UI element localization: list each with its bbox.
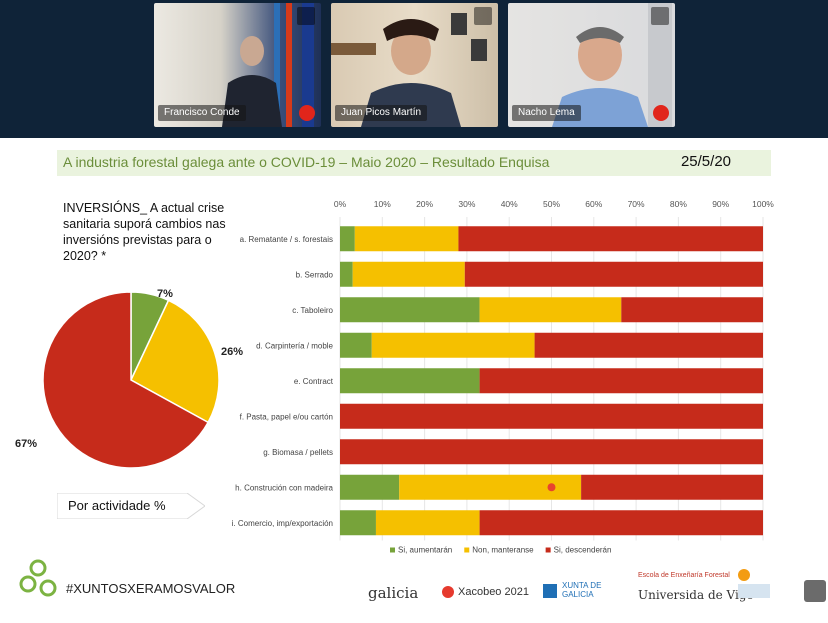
pie-chart: 7% 26% 67% bbox=[15, 288, 243, 469]
category-label: b. Serrado bbox=[296, 270, 334, 279]
muted-mic-icon bbox=[299, 105, 315, 121]
participant-name: Nacho Lema bbox=[512, 105, 581, 121]
x-tick-label: 0% bbox=[334, 199, 347, 209]
partner-logo-icon bbox=[738, 569, 770, 598]
expand-icon[interactable] bbox=[474, 7, 492, 25]
bar-segment bbox=[375, 510, 480, 536]
bar-segment bbox=[340, 226, 355, 252]
pie-value-label: 67% bbox=[15, 438, 37, 450]
xunta-logo: XUNTA DE GALICIA bbox=[562, 581, 602, 599]
category-label: h. Construción con madeira bbox=[235, 483, 333, 492]
bar-segment bbox=[340, 510, 376, 536]
category-label: g. Biomasa / pellets bbox=[263, 448, 333, 457]
pie-slice bbox=[42, 291, 210, 469]
ribbon-shape bbox=[57, 493, 205, 519]
pie-value-label: 7% bbox=[157, 288, 173, 300]
bar-segment bbox=[479, 368, 763, 394]
stacked-bar-chart: 0% 10% 20% 30% 40% 50% 60% 70% 80% 90% 100% a. Rema… bbox=[232, 199, 775, 555]
xunta-logo-icon bbox=[543, 584, 557, 598]
bar-segment bbox=[340, 474, 400, 500]
legend-label: Si, descenderán bbox=[554, 546, 612, 555]
x-tick-label: 90% bbox=[712, 199, 729, 209]
bar-segment bbox=[479, 297, 622, 323]
bar-segment bbox=[464, 261, 763, 287]
x-tick-label: 50% bbox=[543, 199, 560, 209]
category-label: e. Contract bbox=[294, 377, 334, 386]
bar-segment bbox=[581, 474, 763, 500]
bar-segment bbox=[621, 297, 763, 323]
bar-segment bbox=[371, 332, 535, 358]
fullscreen-icon[interactable] bbox=[804, 580, 826, 602]
category-label: f. Pasta, papel e/ou cartón bbox=[240, 412, 333, 421]
legend-label: Si, aumentarán bbox=[398, 546, 452, 555]
pointer-dot bbox=[547, 483, 556, 492]
ribbon-text: Por actividade % bbox=[68, 498, 166, 513]
slide-date: 25/5/20 bbox=[680, 153, 731, 170]
legend-label: Non, manteranse bbox=[472, 546, 534, 555]
x-tick-label: 70% bbox=[628, 199, 645, 209]
participant-name: Juan Picos Martín bbox=[335, 105, 428, 121]
video-tile-1[interactable]: Francisco Conde bbox=[154, 3, 321, 127]
xacobeo-logo: Xacobeo 2021 bbox=[458, 586, 529, 598]
ribbon-label: Por actividade % bbox=[57, 493, 205, 519]
x-tick-label: 100% bbox=[752, 199, 774, 209]
shared-slide: A industria forestal galega ante o COVID… bbox=[0, 138, 828, 604]
universidade-logo: Universida de Vigo bbox=[638, 588, 754, 602]
bar-segment bbox=[354, 226, 459, 252]
expand-icon[interactable] bbox=[297, 7, 315, 25]
expand-icon[interactable] bbox=[651, 7, 669, 25]
bar-segment bbox=[479, 510, 763, 536]
category-label: d. Carpintería / moble bbox=[256, 341, 333, 350]
bar-segment bbox=[340, 261, 353, 287]
pie-value-label: 26% bbox=[221, 346, 243, 358]
legend-swatch bbox=[464, 547, 470, 553]
slide-title: A industria forestal galega ante o COVID… bbox=[63, 154, 550, 170]
muted-mic-icon bbox=[653, 105, 669, 121]
category-label: a. Rematante / s. forestais bbox=[240, 235, 333, 244]
video-silhouette bbox=[222, 3, 314, 127]
bar-segment bbox=[340, 297, 480, 323]
bar-segment bbox=[340, 403, 763, 429]
x-tick-label: 40% bbox=[501, 199, 518, 209]
bar-segment bbox=[458, 226, 763, 252]
x-tick-label: 10% bbox=[374, 199, 391, 209]
bar-segment bbox=[340, 332, 372, 358]
bar-segment bbox=[534, 332, 763, 358]
x-tick-label: 60% bbox=[585, 199, 602, 209]
slide-title-bar: A industria forestal galega ante o COVID… bbox=[57, 150, 771, 176]
forestal-school-logo: Escola de Enxeñaría Forestal bbox=[638, 572, 730, 579]
category-label: i. Comercio, imp/exportación bbox=[232, 519, 333, 528]
bar-segment bbox=[340, 368, 480, 394]
xacobeo-logo-icon bbox=[442, 586, 454, 598]
bar-segment bbox=[340, 439, 763, 465]
legend-swatch bbox=[545, 547, 551, 553]
galicia-logo: galicia bbox=[368, 584, 419, 602]
x-tick-label: 30% bbox=[458, 199, 475, 209]
leaf-logo-icon bbox=[19, 559, 57, 597]
video-tile-3[interactable]: Nacho Lema bbox=[508, 3, 675, 127]
x-tick-label: 80% bbox=[670, 199, 687, 209]
category-label: c. Taboleiro bbox=[292, 306, 333, 315]
bar-segment bbox=[352, 261, 465, 287]
video-tile-2[interactable]: Juan Picos Martín bbox=[331, 3, 498, 127]
legend-swatch bbox=[390, 547, 395, 553]
video-strip: Francisco Conde Juan Picos Martín Nacho … bbox=[0, 0, 828, 138]
hashtag-text: #XUNTOSXERAMOSVALOR bbox=[66, 581, 236, 596]
survey-question: INVERSIÓNS_ A actual crise sanitaria sup… bbox=[63, 201, 226, 263]
participant-name: Francisco Conde bbox=[158, 105, 246, 121]
x-tick-label: 20% bbox=[416, 199, 433, 209]
